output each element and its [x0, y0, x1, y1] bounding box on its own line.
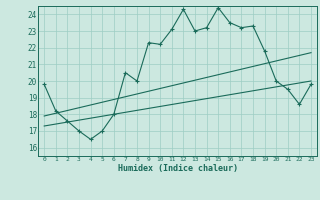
- X-axis label: Humidex (Indice chaleur): Humidex (Indice chaleur): [118, 164, 238, 173]
